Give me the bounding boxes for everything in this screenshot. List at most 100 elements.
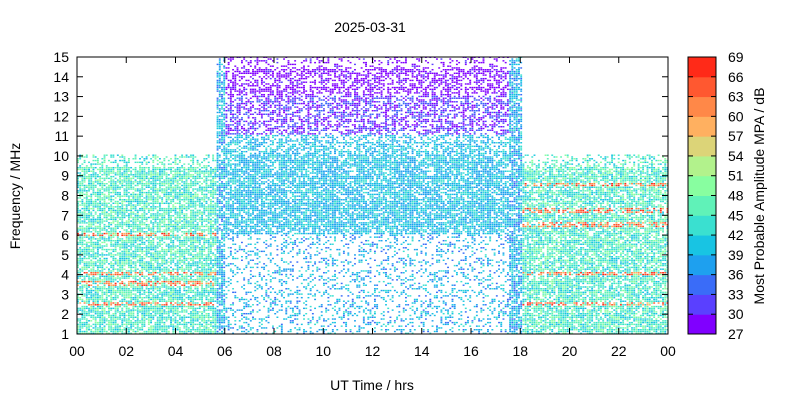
- heatmap-cell: [145, 174, 148, 176]
- heatmap-cell: [159, 177, 161, 180]
- heatmap-cell: [121, 312, 124, 315]
- heatmap-cell: [94, 318, 97, 320]
- heatmap-cell: [198, 241, 201, 244]
- heatmap-cell: [176, 179, 179, 181]
- heatmap-cell: [218, 245, 221, 247]
- heatmap-cell: [114, 216, 117, 219]
- heatmap-cell: [136, 223, 139, 226]
- heatmap-cell: [99, 193, 102, 196]
- heatmap-cell: [187, 254, 190, 256]
- heatmap-cell: [207, 238, 210, 240]
- heatmap-cell: [132, 330, 135, 333]
- heatmap-cell: [79, 209, 82, 212]
- heatmap-cell: [127, 289, 130, 292]
- heatmap-cell: [154, 236, 157, 238]
- heatmap-cell: [112, 172, 115, 174]
- heatmap-cell: [207, 229, 210, 231]
- heatmap-cell: [154, 305, 157, 308]
- heatmap-cell: [203, 181, 206, 183]
- heatmap-cell: [127, 272, 130, 274]
- heatmap-cell: [88, 323, 90, 326]
- heatmap-cell: [156, 179, 159, 181]
- heatmap-cell: [134, 302, 137, 304]
- heatmap-cell: [139, 220, 141, 222]
- heatmap-cell: [159, 282, 161, 285]
- heatmap-cell: [134, 209, 137, 212]
- heatmap-cell: [207, 222, 210, 224]
- heatmap-cell: [108, 248, 110, 251]
- heatmap-cell: [176, 298, 179, 301]
- heatmap-cell: [159, 293, 161, 295]
- heatmap-cell: [203, 318, 206, 320]
- heatmap-cell: [209, 288, 212, 290]
- heatmap-cell: [216, 222, 219, 224]
- heatmap-cell: [187, 312, 190, 315]
- heatmap-cell: [159, 172, 161, 174]
- heatmap-cell: [159, 175, 161, 178]
- heatmap-cell: [154, 213, 157, 215]
- heatmap-cell: [88, 190, 90, 192]
- heatmap-cell: [178, 222, 181, 224]
- heatmap-cell: [209, 211, 212, 213]
- heatmap-cell: [178, 263, 181, 265]
- heatmap-cell: [216, 291, 219, 294]
- heatmap-cell: [96, 245, 99, 247]
- heatmap-cell: [96, 188, 99, 190]
- heatmap-cell: [174, 280, 177, 283]
- heatmap-cell: [165, 332, 168, 334]
- heatmap-cell: [136, 295, 139, 297]
- heatmap-cell: [150, 170, 153, 172]
- heatmap-cell: [218, 179, 221, 181]
- heatmap-cell: [134, 158, 137, 160]
- heatmap-cell: [147, 197, 150, 199]
- heatmap-cell: [99, 231, 102, 233]
- heatmap-cell: [156, 243, 159, 245]
- heatmap-cell: [192, 295, 195, 297]
- heatmap-cell: [127, 200, 130, 203]
- heatmap-cell: [209, 175, 212, 178]
- heatmap-cell: [114, 227, 117, 229]
- heatmap-cell: [83, 206, 86, 208]
- heatmap-cell: [216, 127, 219, 130]
- heatmap-cell: [152, 302, 155, 304]
- heatmap-cell: [214, 282, 217, 285]
- heatmap-cell: [92, 163, 95, 165]
- heatmap-cell: [198, 279, 201, 281]
- heatmap-cell: [110, 272, 113, 274]
- heatmap-cell: [159, 312, 161, 315]
- heatmap-cell: [207, 172, 210, 174]
- heatmap-cell: [163, 193, 166, 196]
- heatmap-cell: [178, 190, 181, 192]
- heatmap-cell: [205, 181, 208, 183]
- heatmap-cell: [214, 181, 217, 183]
- heatmap-cell: [134, 172, 137, 174]
- heatmap-cell: [216, 202, 219, 204]
- heatmap-cell: [132, 298, 135, 301]
- heatmap-cell: [165, 279, 168, 281]
- heatmap-cell: [196, 225, 199, 228]
- heatmap-cell: [216, 220, 219, 222]
- heatmap-cell: [216, 118, 219, 121]
- heatmap-cell: [147, 272, 150, 274]
- heatmap-cell: [161, 311, 164, 313]
- heatmap-cell: [196, 268, 199, 270]
- heatmap-cell: [96, 250, 99, 253]
- heatmap-cell: [170, 247, 172, 249]
- heatmap-cell: [92, 245, 95, 247]
- heatmap-cell: [194, 213, 197, 215]
- heatmap-cell: [141, 286, 144, 288]
- heatmap-cell: [201, 275, 203, 278]
- heatmap-cell: [154, 327, 157, 329]
- heatmap-cell: [216, 261, 219, 263]
- heatmap-cell: [216, 166, 219, 169]
- heatmap-cell: [150, 261, 153, 263]
- heatmap-cell: [141, 193, 144, 196]
- heatmap-cell: [165, 307, 168, 310]
- heatmap-cell: [181, 181, 184, 183]
- heatmap-cell: [207, 191, 210, 194]
- heatmap-cell: [147, 302, 150, 304]
- heatmap-cell: [181, 256, 184, 258]
- heatmap-cell: [159, 183, 161, 185]
- heatmap-cell: [90, 329, 93, 331]
- heatmap-cell: [101, 218, 104, 221]
